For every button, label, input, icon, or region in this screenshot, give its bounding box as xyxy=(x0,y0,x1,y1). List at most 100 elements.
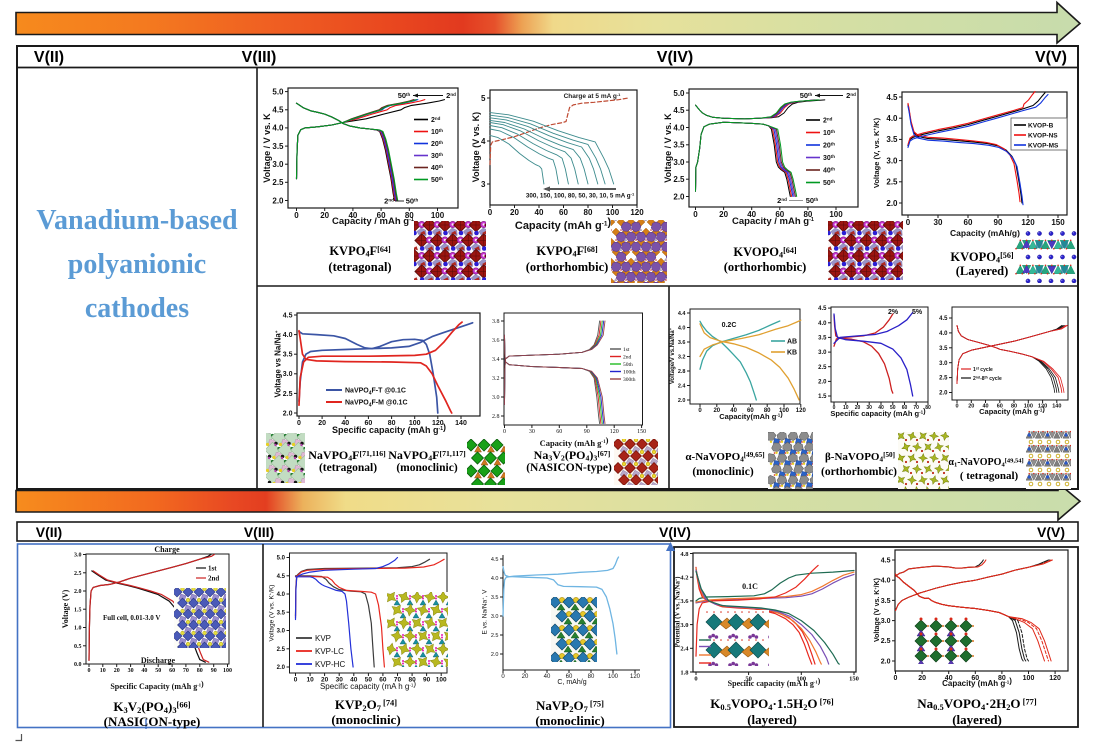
svg-text:1.5: 1.5 xyxy=(818,394,827,400)
svg-text:4.0: 4.0 xyxy=(277,592,286,598)
svg-text:KVP-LC: KVP-LC xyxy=(315,647,344,656)
svg-text:100: 100 xyxy=(829,210,843,219)
svg-text:30: 30 xyxy=(529,429,535,435)
svg-text:4.0: 4.0 xyxy=(886,114,898,123)
svg-text:50th: 50th xyxy=(823,179,835,187)
svg-text:2nd: 2nd xyxy=(777,196,787,205)
svg-text:40: 40 xyxy=(348,211,357,220)
svg-text:2%: 2% xyxy=(888,309,899,316)
svg-text:3.0: 3.0 xyxy=(886,156,898,165)
svg-text:0.1C: 0.1C xyxy=(742,582,758,591)
svg-text:80: 80 xyxy=(588,674,595,680)
svg-text:KVP: KVP xyxy=(315,634,331,643)
svg-text:300th: 300th xyxy=(623,377,636,383)
svg-text:3.5: 3.5 xyxy=(881,598,891,605)
svg-text:40: 40 xyxy=(730,408,737,414)
svg-text:0: 0 xyxy=(894,675,898,682)
svg-text:3: 3 xyxy=(481,180,486,189)
svg-text:20th: 20th xyxy=(823,141,835,149)
svg-text:80: 80 xyxy=(925,405,931,411)
svg-text:100: 100 xyxy=(779,408,790,414)
svg-text:90: 90 xyxy=(211,668,217,674)
svg-text:2.0: 2.0 xyxy=(673,192,685,201)
svg-text:20: 20 xyxy=(713,408,720,414)
svg-text:100: 100 xyxy=(796,676,806,683)
svg-text:0.5: 0.5 xyxy=(74,644,82,650)
svg-text:0: 0 xyxy=(698,408,702,414)
svg-text:3.6: 3.6 xyxy=(680,598,689,605)
svg-text:0: 0 xyxy=(833,405,836,411)
svg-text:Capacity / mAh g-1: Capacity / mAh g-1 xyxy=(332,216,414,227)
svg-text:Voltage / V vs. K: Voltage / V vs. K xyxy=(262,113,272,183)
svg-text:40th: 40th xyxy=(823,166,835,174)
svg-text:120: 120 xyxy=(796,408,807,414)
svg-text:60: 60 xyxy=(556,429,562,435)
svg-text:Specific capacity (mAh g-1): Specific capacity (mAh g-1) xyxy=(830,407,926,419)
svg-text:3.5: 3.5 xyxy=(272,142,284,151)
svg-text:50: 50 xyxy=(155,668,161,674)
svg-text:Specific capacity (mAh g-1): Specific capacity (mAh g-1) xyxy=(332,422,446,435)
svg-text:0: 0 xyxy=(294,677,298,684)
svg-text:0: 0 xyxy=(906,218,911,227)
svg-text:NaVPO4F-T @0.1C: NaVPO4F-T @0.1C xyxy=(345,387,406,396)
svg-text:2.0: 2.0 xyxy=(491,652,499,658)
svg-text:50: 50 xyxy=(745,676,752,683)
svg-text:80: 80 xyxy=(803,210,812,219)
svg-text:80: 80 xyxy=(405,211,414,220)
svg-text:2.0: 2.0 xyxy=(272,196,284,205)
svg-text:90: 90 xyxy=(423,677,431,684)
svg-text:60: 60 xyxy=(566,674,573,680)
svg-text:4.0: 4.0 xyxy=(881,578,891,585)
svg-text:2nd: 2nd xyxy=(431,116,441,124)
svg-text:Discharge: Discharge xyxy=(141,656,176,665)
svg-text:40: 40 xyxy=(945,675,953,682)
svg-text:E vs. Na/Na+, V: E vs. Na/Na+, V xyxy=(481,589,489,635)
svg-text:4.0: 4.0 xyxy=(939,331,948,337)
svg-text:2nd-8th cycle: 2nd-8th cycle xyxy=(973,375,1002,382)
svg-text:2.4: 2.4 xyxy=(680,646,689,653)
svg-text:Voltage (V vs. K): Voltage (V vs. K) xyxy=(471,112,481,182)
svg-text:3.4: 3.4 xyxy=(492,357,500,363)
svg-text:3.5: 3.5 xyxy=(818,336,827,342)
svg-text:2.8: 2.8 xyxy=(492,414,500,420)
svg-text:Capacity(mAh g-1): Capacity(mAh g-1) xyxy=(719,410,783,422)
svg-text:3.2: 3.2 xyxy=(492,376,500,382)
svg-text:70: 70 xyxy=(913,405,919,411)
svg-text:0: 0 xyxy=(955,404,958,410)
svg-text:20: 20 xyxy=(321,677,329,684)
svg-text:10: 10 xyxy=(843,405,849,411)
svg-text:40: 40 xyxy=(350,677,358,684)
svg-text:20: 20 xyxy=(918,675,926,682)
svg-text:3.0: 3.0 xyxy=(277,629,286,635)
svg-text:100: 100 xyxy=(1024,404,1033,410)
svg-text:2nd: 2nd xyxy=(623,354,632,360)
svg-text:1.0: 1.0 xyxy=(74,626,82,632)
svg-text:60: 60 xyxy=(559,208,568,217)
svg-text:60: 60 xyxy=(365,420,373,427)
svg-text:30: 30 xyxy=(934,218,943,227)
svg-text:4.8: 4.8 xyxy=(680,551,689,558)
svg-text:0: 0 xyxy=(503,429,506,435)
svg-text:3.2: 3.2 xyxy=(678,354,686,360)
svg-text:Voltage (V): Voltage (V) xyxy=(61,589,70,628)
svg-text:30: 30 xyxy=(128,668,134,674)
svg-text:KVOP-B: KVOP-B xyxy=(1028,122,1054,129)
svg-text:30th: 30th xyxy=(431,152,443,160)
svg-text:KVOP-MS: KVOP-MS xyxy=(1028,142,1059,149)
svg-text:3.8: 3.8 xyxy=(492,319,500,325)
svg-text:4.5: 4.5 xyxy=(881,558,891,565)
svg-text:Capacity (mAh/g): Capacity (mAh/g) xyxy=(950,228,1020,238)
svg-text:2.5: 2.5 xyxy=(818,365,827,371)
svg-text:100: 100 xyxy=(1023,675,1035,682)
svg-text:0: 0 xyxy=(488,208,493,217)
svg-text:80: 80 xyxy=(197,668,203,674)
svg-text:Capacity (mAh g-1): Capacity (mAh g-1) xyxy=(540,435,609,448)
svg-text:Capacity (mAh g-1): Capacity (mAh g-1) xyxy=(515,217,612,233)
svg-text:10th: 10th xyxy=(823,129,835,137)
svg-text:2nd: 2nd xyxy=(384,197,394,206)
svg-text:3.0: 3.0 xyxy=(272,160,284,169)
svg-text:2.5: 2.5 xyxy=(74,571,82,577)
svg-text:3.6: 3.6 xyxy=(492,338,500,344)
svg-text:4.5: 4.5 xyxy=(491,557,499,563)
svg-text:80: 80 xyxy=(998,675,1006,682)
